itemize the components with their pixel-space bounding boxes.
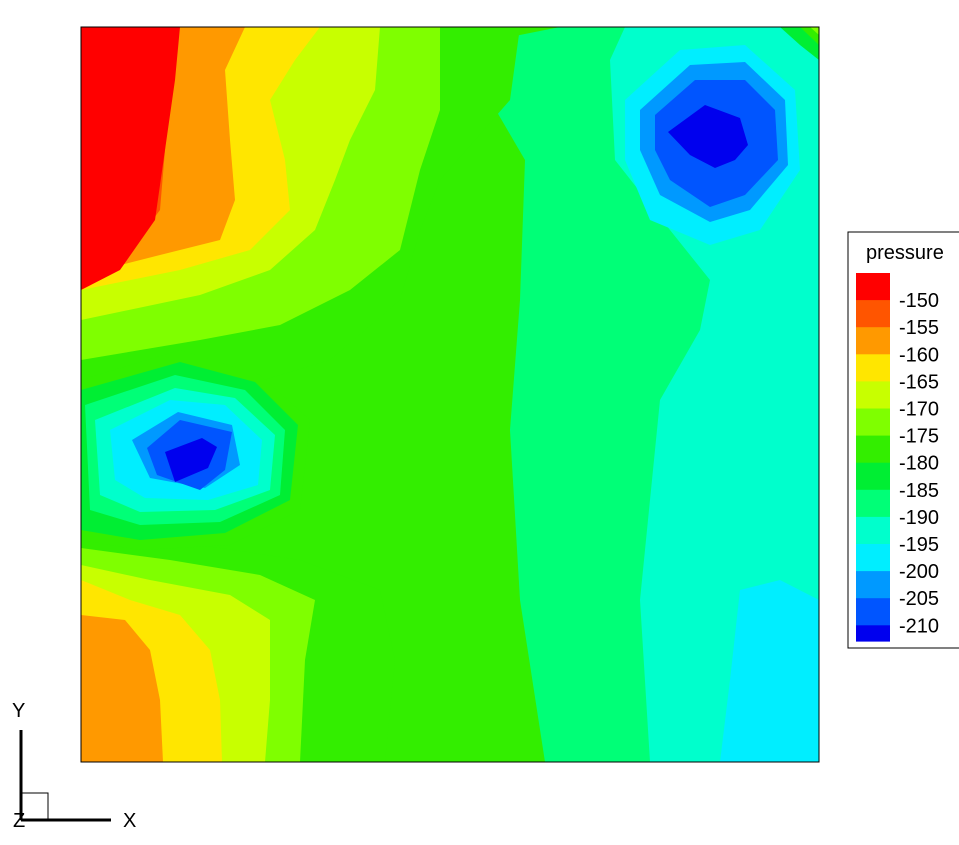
plot-border [80, 26, 820, 763]
legend-swatch [856, 625, 890, 642]
legend-swatch [856, 327, 890, 355]
legend-level-label: -195 [899, 534, 939, 556]
contour-band [800, 27, 819, 45]
legend-swatch [856, 489, 890, 518]
legend-swatch [856, 571, 890, 599]
legend-title: pressure [866, 242, 944, 264]
legend-level-label: -200 [899, 561, 939, 583]
triad-z-label: Z [13, 810, 25, 832]
legend-level-label: -185 [899, 480, 939, 502]
legend-swatch [856, 435, 890, 464]
legend-swatch [856, 273, 890, 301]
contour-band [720, 580, 819, 762]
legend-swatch [856, 544, 890, 572]
axis-triad: Y X Z [12, 700, 136, 832]
triad-y-label: Y [12, 700, 25, 722]
plot-area [80, 26, 820, 763]
legend-level-label: -205 [899, 588, 939, 610]
legend-swatch [856, 516, 890, 545]
legend-swatch [856, 408, 890, 437]
legend-level-label: -190 [899, 507, 939, 529]
legend-swatch [856, 598, 890, 626]
contour-band [165, 438, 217, 482]
triad-x-label: X [123, 810, 136, 832]
legend: pressure -150 -155 -160 -165 -170 -175 -180 -18… [847, 231, 959, 649]
legend-swatch [856, 300, 890, 328]
legend-level-label: -210 [899, 615, 939, 637]
legend-swatch [856, 354, 890, 382]
legend-level-label: -170 [899, 399, 939, 421]
contour-band [810, 27, 819, 35]
contour-band [81, 27, 180, 290]
legend-level-label: -180 [899, 453, 939, 475]
legend-level-label: -165 [899, 371, 939, 393]
contour-fills [81, 27, 819, 762]
legend-swatch [856, 462, 890, 491]
triad-z-box [20, 792, 49, 821]
contour-band [668, 105, 748, 168]
legend-level-label: -150 [899, 290, 939, 312]
contour-band [81, 615, 163, 762]
legend-level-label: -155 [899, 317, 939, 339]
legend-swatch [856, 381, 890, 409]
legend-level-label: -175 [899, 426, 939, 448]
legend-swatches: -150 -155 -160 -165 -170 -175 -180 -185 -190 -195… [856, 273, 939, 642]
legend-level-label: -160 [899, 344, 939, 366]
